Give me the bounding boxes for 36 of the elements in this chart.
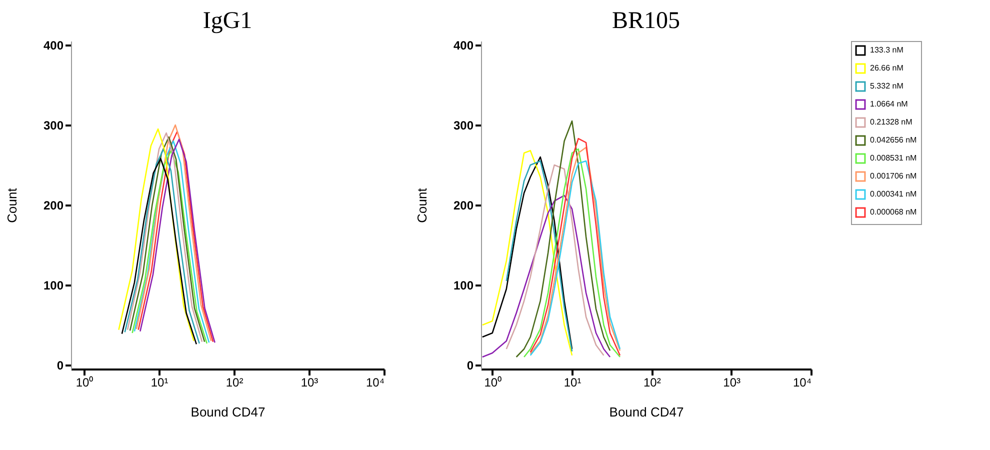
legend-label: 0.21328 nM xyxy=(870,118,913,126)
legend-label: 5.332 nM xyxy=(870,82,904,90)
x-tick-label: 10³ xyxy=(723,376,741,390)
x-tick-label: 10⁴ xyxy=(792,376,812,390)
y-tick-label: 0 xyxy=(466,358,474,372)
legend-label: 0.008531 nM xyxy=(870,154,918,162)
y-tick-label: 300 xyxy=(43,118,64,132)
x-tick-label: 10² xyxy=(226,376,244,390)
y-tick-label: 200 xyxy=(453,198,474,212)
y-axis-title: Count xyxy=(414,188,430,223)
legend-label: 0.001706 nM xyxy=(870,172,918,180)
y-tick-label: 100 xyxy=(43,278,64,292)
x-tick-label: 10¹ xyxy=(150,376,168,390)
legend-label: 1.0664 nM xyxy=(870,100,908,108)
x-axis-title: Bound CD47 xyxy=(609,404,684,420)
x-tick-label: 10¹ xyxy=(564,376,582,390)
x-tick-label: 10³ xyxy=(300,376,318,390)
legend-label: 0.000068 nM xyxy=(870,208,918,216)
legend-label: 0.000341 nM xyxy=(870,190,918,198)
y-tick-label: 400 xyxy=(453,38,474,52)
y-axis-title: Count xyxy=(4,188,20,223)
y-tick-label: 400 xyxy=(43,38,64,52)
legend-label: 26.66 nM xyxy=(870,64,904,72)
x-tick-label: 10² xyxy=(644,376,661,390)
x-tick-label: 10⁰ xyxy=(484,376,502,390)
y-tick-label: 100 xyxy=(453,278,474,292)
x-tick-label: 10⁰ xyxy=(76,376,94,390)
x-axis-title: Bound CD47 xyxy=(190,404,266,420)
y-tick-label: 0 xyxy=(56,358,64,372)
legend-label: 0.042656 nM xyxy=(870,136,918,144)
y-tick-label: 300 xyxy=(453,118,474,132)
chart-title: BR105 xyxy=(612,8,680,34)
y-tick-label: 200 xyxy=(43,198,64,212)
legend-label: 133.3 nM xyxy=(870,46,904,54)
chart-title: IgG1 xyxy=(202,8,252,34)
x-tick-label: 10⁴ xyxy=(366,376,384,390)
